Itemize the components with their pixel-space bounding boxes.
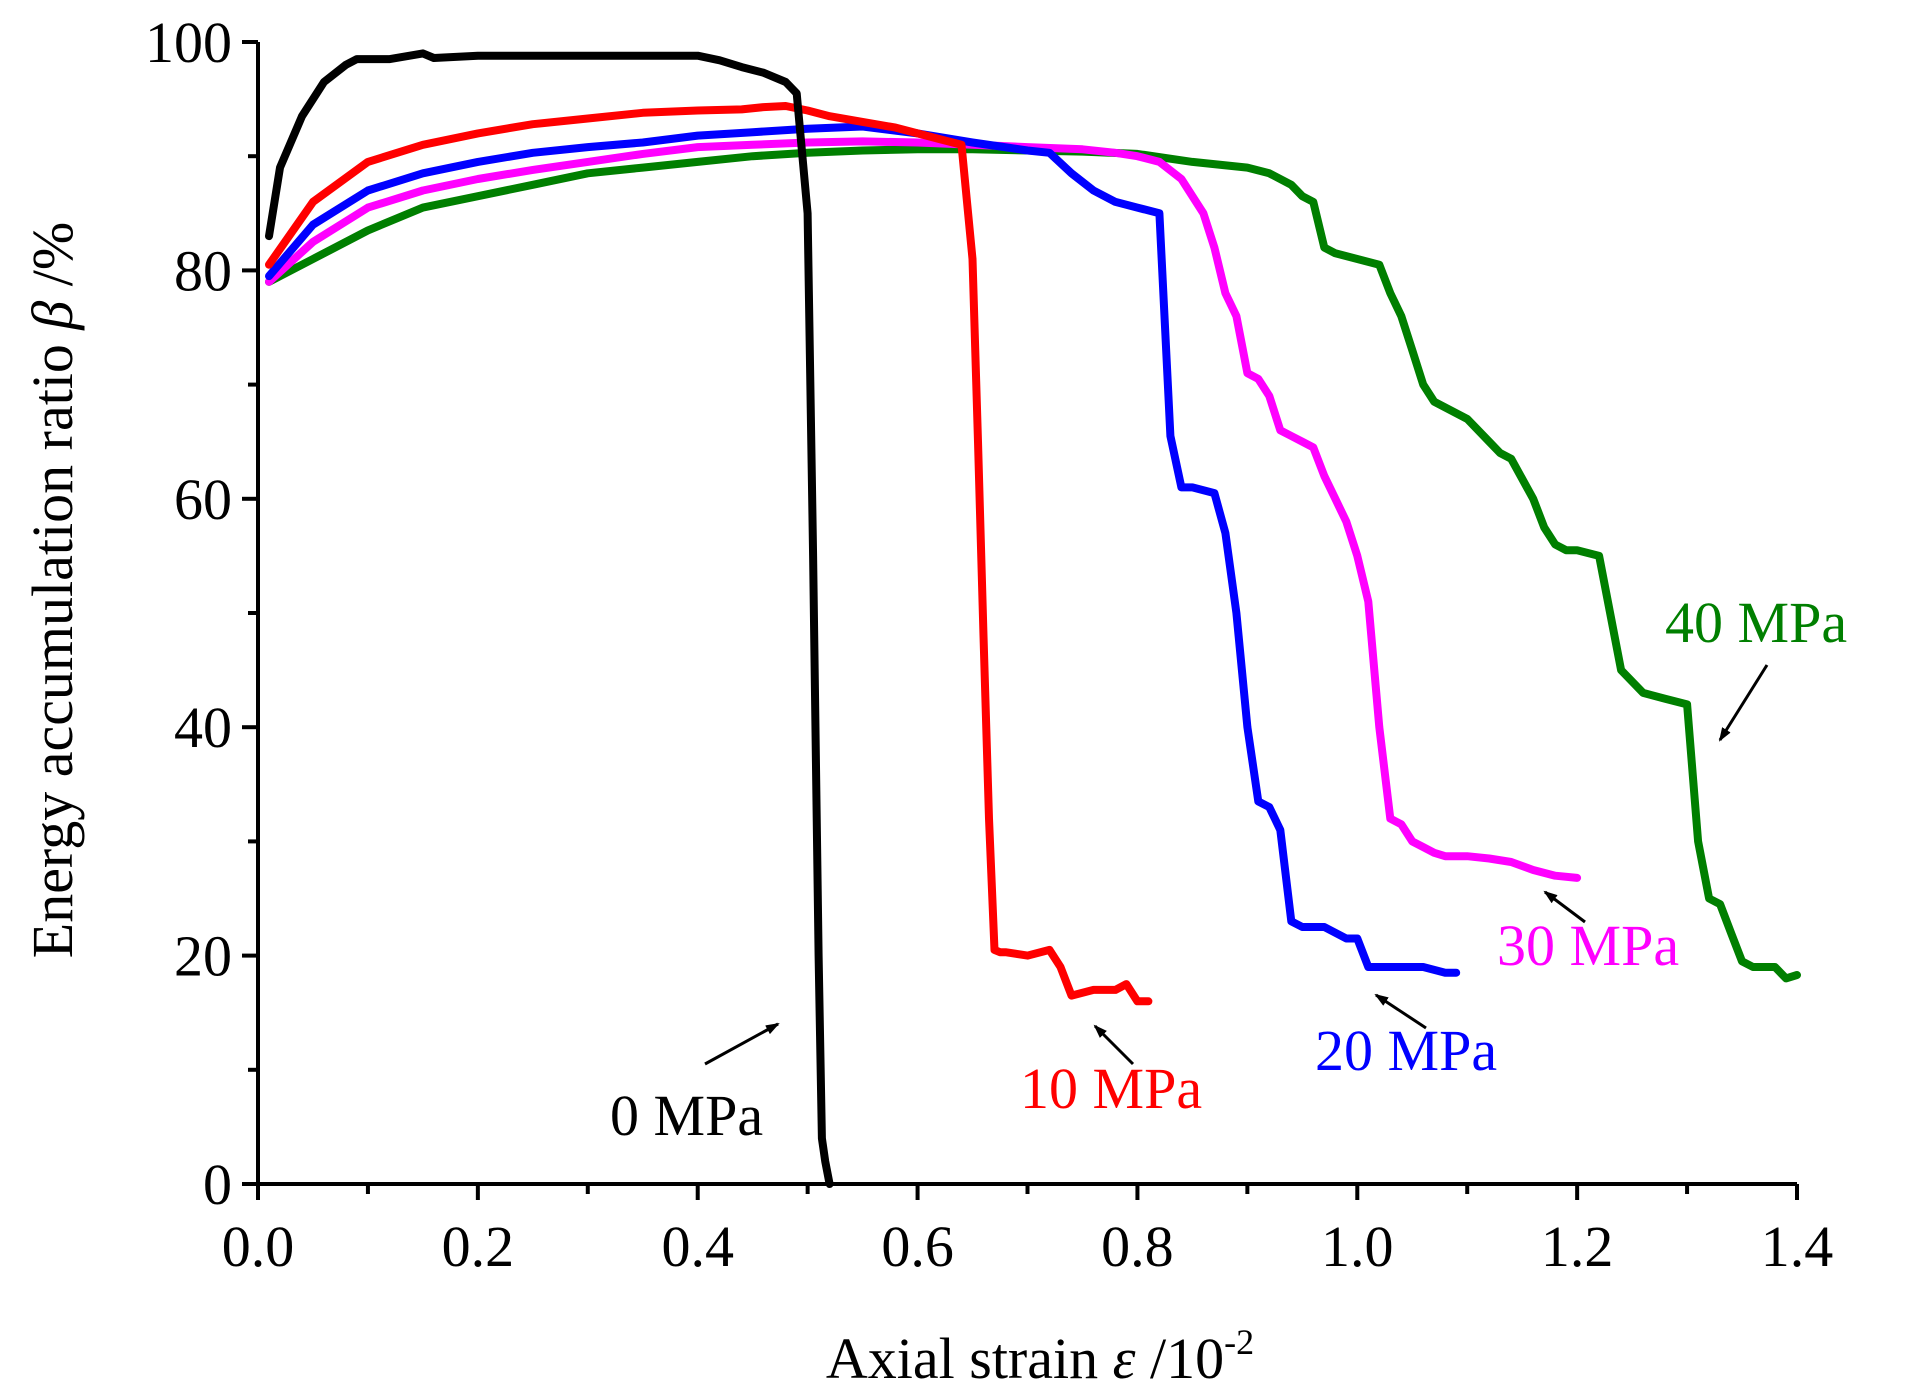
y-axis-unit: /% [20,222,85,301]
y-tick-label: 40 [174,695,232,760]
y-axis-symbol: β [20,301,85,331]
y-tick-label: 80 [174,238,232,303]
series-line-10mpa [265,102,1153,1006]
series-line-40mpa [265,145,1801,983]
x-axis-unit-base: /10 [1135,1326,1224,1391]
label-20mpa: 20 MPa [1315,1018,1497,1083]
arrow-20mpa [1374,993,1427,1030]
series-group [265,49,1801,1188]
label-30mpa: 30 MPa [1497,913,1679,978]
x-axis-title-text: Axial strain [826,1326,1098,1391]
y-tick-label: 0 [203,1152,232,1217]
x-tick-label: 0.2 [442,1214,515,1279]
x-tick-label: 0.6 [881,1214,954,1279]
label-10mpa: 10 MPa [1020,1056,1202,1121]
y-tick-label: 100 [145,10,232,75]
series-line-20mpa [265,122,1461,977]
y-axis-title: Energy accumulation ratio β /% [20,222,85,958]
x-tick-label: 0.0 [222,1214,295,1279]
series-labels: 0 MPa 10 MPa 20 MPa 30 MPa 40 MPa [610,590,1847,1148]
x-tick-label: 1.2 [1541,1214,1614,1279]
series-line-30mpa [265,137,1582,882]
series-line-0mpa [265,49,834,1188]
x-axis-title: Axial strain ε /10-2 [826,1322,1254,1391]
arrow-40mpa [1718,664,1769,742]
x-tick-label: 1.0 [1321,1214,1394,1279]
annotation-arrows [704,664,1769,1066]
x-tick-label: 0.4 [661,1214,734,1279]
x-axis-unit-exponent: -2 [1224,1322,1254,1362]
y-tick-label: 60 [174,467,232,532]
axes [256,42,1797,1186]
ticks: 0.0 0.2 0.4 0.6 0.8 1.0 1.2 1.4 0 20 40 60 80 100 [145,10,1833,1279]
x-tick-label: 0.8 [1101,1214,1174,1279]
y-axis-title-text: Energy accumulation ratio [20,344,85,958]
y-tick-label: 20 [174,924,232,989]
label-40mpa: 40 MPa [1665,590,1847,655]
x-axis-symbol: ε [1113,1326,1136,1391]
arrow-10mpa [1093,1024,1135,1066]
arrow-30mpa [1543,890,1586,924]
x-tick-label: 1.4 [1761,1214,1834,1279]
arrow-0mpa [704,1022,780,1066]
label-0mpa: 0 MPa [610,1083,763,1148]
